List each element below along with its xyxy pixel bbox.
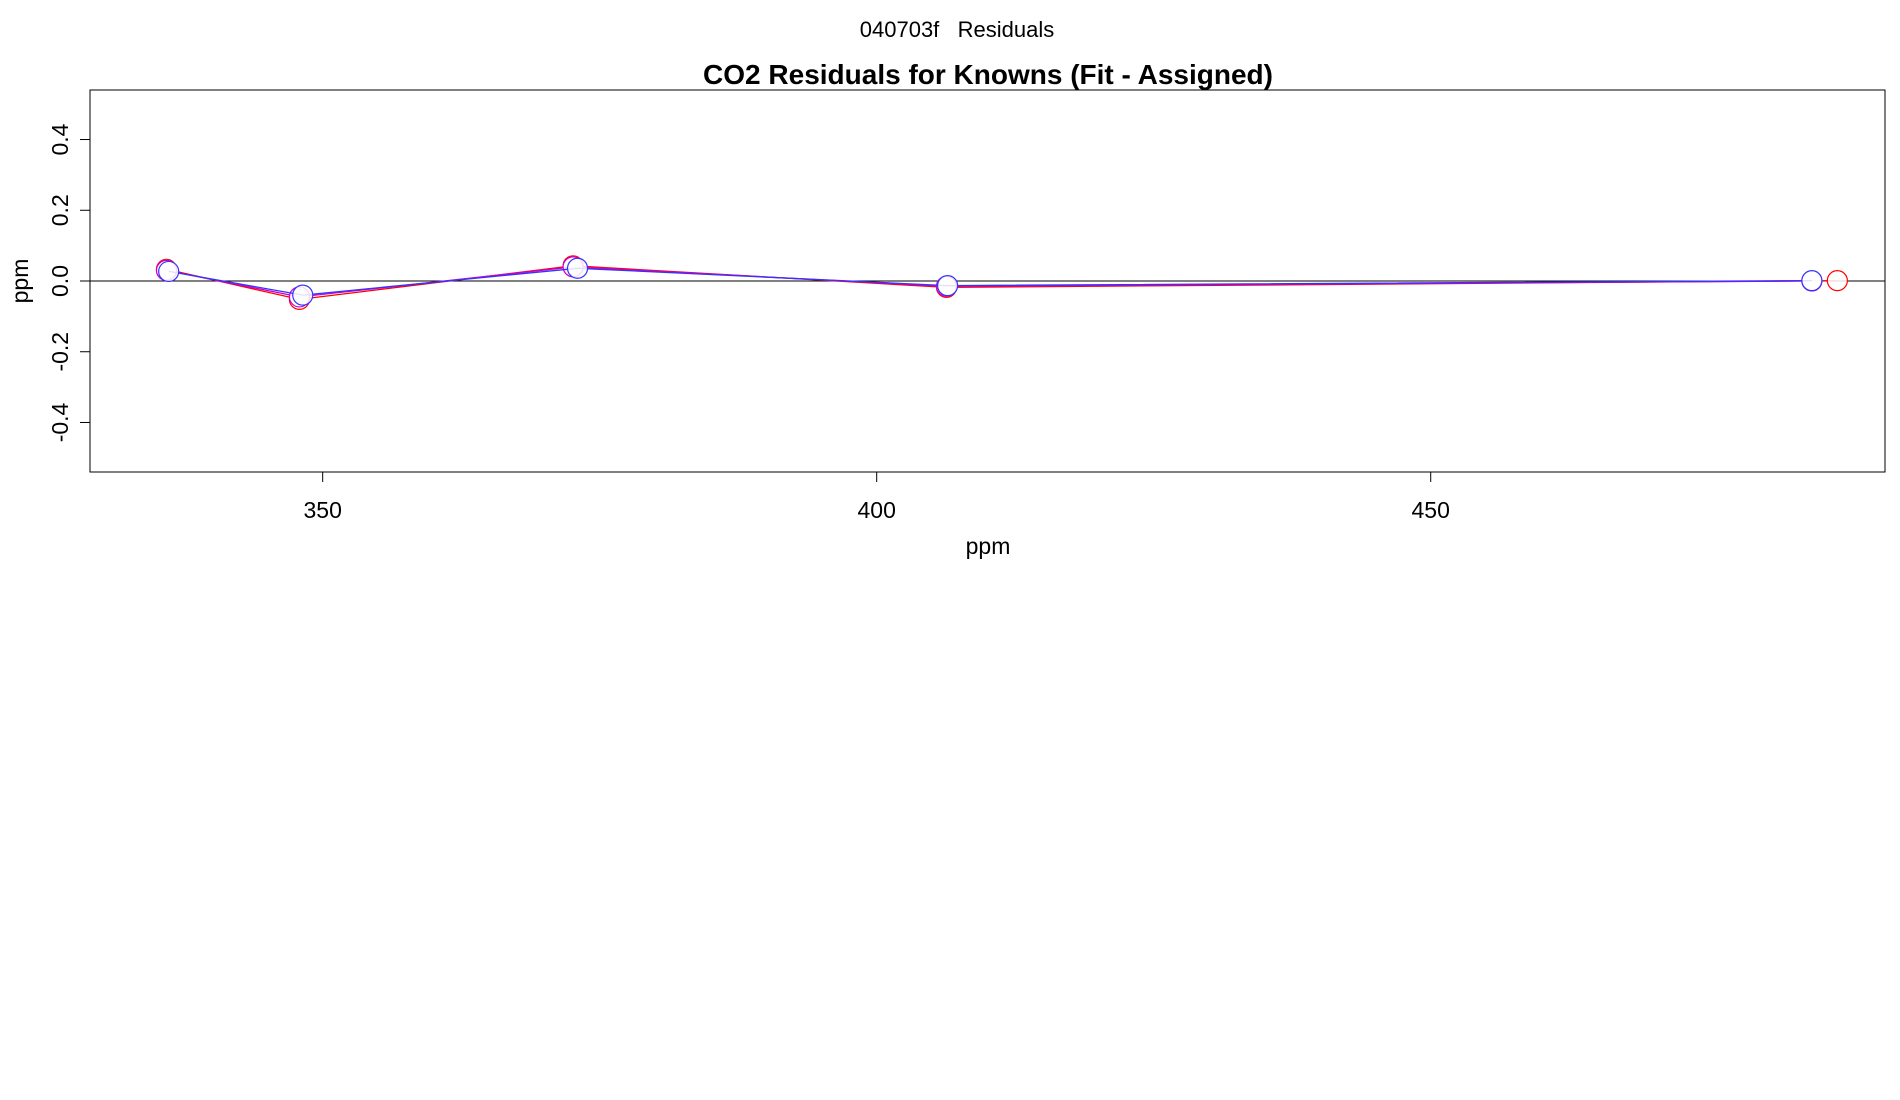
- y-tick-label: 0.4: [47, 123, 73, 155]
- x-tick-label: 400: [858, 497, 896, 523]
- y-axis-label: ppm: [7, 259, 33, 304]
- y-tick-label: -0.4: [47, 402, 73, 442]
- y-axis: -0.4 -0.2 0.0 0.2 0.4: [47, 123, 90, 442]
- y-tick-label: -0.2: [47, 332, 73, 372]
- data-point: [158, 260, 180, 283]
- series-layer: [155, 255, 1848, 310]
- series-3: [158, 257, 1823, 306]
- x-tick-label: 450: [1412, 497, 1450, 523]
- x-tick-label: 350: [303, 497, 341, 523]
- data-point: [292, 284, 314, 306]
- series-line: [168, 267, 1812, 296]
- data-point: [1826, 270, 1848, 292]
- data-point: [566, 257, 589, 279]
- x-axis-label: ppm: [966, 533, 1011, 559]
- x-axis: 350 400 450: [303, 471, 1450, 523]
- data-point: [937, 274, 959, 297]
- y-tick-label: 0.0: [47, 265, 73, 297]
- data-point: [1801, 270, 1823, 292]
- page-suptitle: 040703f Residuals: [860, 17, 1054, 42]
- y-tick-label: 0.2: [47, 194, 73, 226]
- chart-title: CO2 Residuals for Knowns (Fit - Assigned…: [703, 59, 1273, 90]
